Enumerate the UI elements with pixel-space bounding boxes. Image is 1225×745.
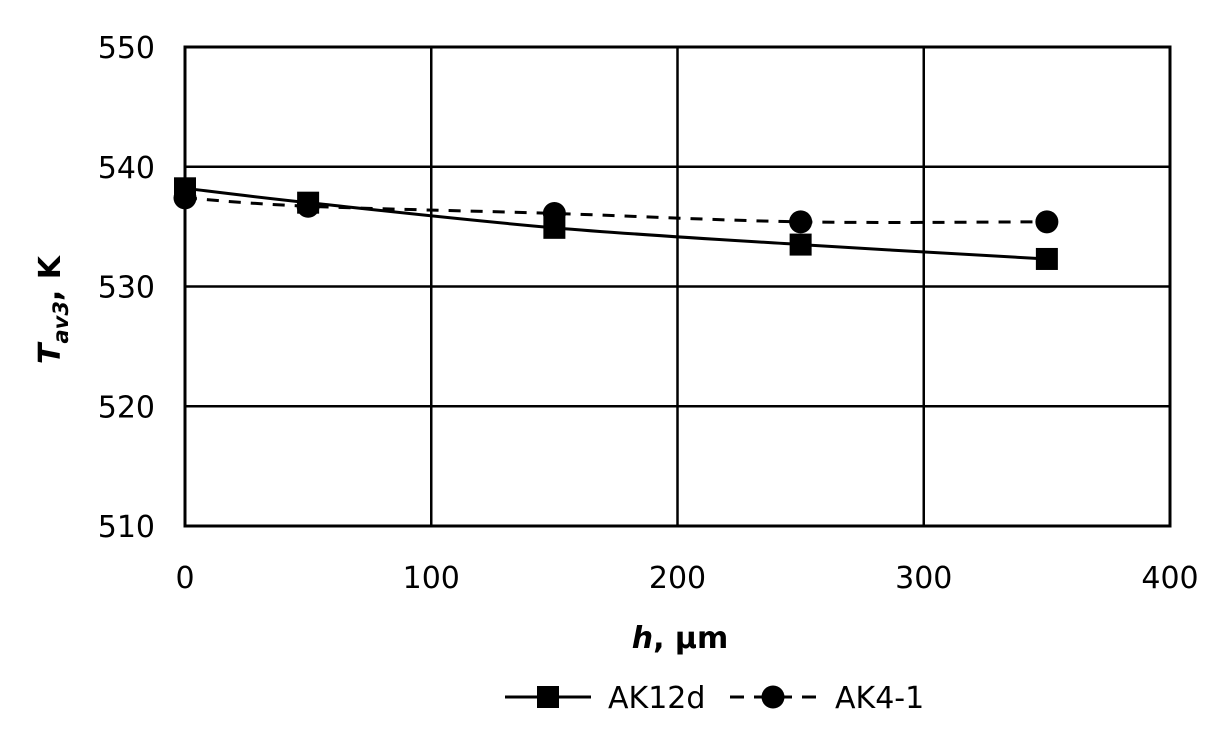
y-axis-label: Tav3, K [33,254,73,364]
x-axis-ticks: 0 100 200 300 400 [175,561,1198,596]
x-tick-label-4: 400 [1141,561,1198,596]
series-1-point-2 [542,201,566,225]
legend-label-1: AK4-1 [835,681,924,716]
series-1-point-3 [789,210,813,234]
series-1-point-1 [296,194,320,218]
legend-label-0: AK12d [608,681,705,716]
y-axis-label-symbol: T [33,341,68,364]
series-0-point-3 [789,233,812,256]
x-axis-label-symbol: h [632,621,653,656]
x-tick-label-0: 0 [175,561,194,596]
series-1-point-0 [173,186,197,210]
y-axis-label-unit: , K [33,254,68,301]
series-line-1 [184,196,1047,224]
x-axis-label: h, μm [632,621,729,656]
y-tick-label-4: 550 [98,31,155,66]
x-axis-label-unit: , μm [653,621,728,656]
y-tick-label-0: 510 [98,510,155,545]
series-1-point-4 [1035,210,1059,234]
y-tick-label-1: 520 [98,390,155,425]
chart-grid [183,45,1172,528]
legend: AK12d AK4-1 [505,681,924,716]
legend-marker-0 [537,686,559,708]
x-tick-label-3: 300 [895,561,952,596]
series-line-0 [184,186,1047,261]
legend-marker-1 [761,685,785,709]
x-tick-label-2: 200 [649,561,706,596]
series-0-point-4 [1035,247,1058,270]
y-tick-label-3: 540 [98,151,155,186]
x-tick-label-1: 100 [403,561,460,596]
y-axis-ticks: 510 520 530 540 550 [98,31,155,545]
chart-series [173,177,1059,270]
y-tick-label-2: 530 [98,271,155,306]
y-axis-label-subscript: av3 [49,301,73,343]
plot-frame [183,45,1172,528]
